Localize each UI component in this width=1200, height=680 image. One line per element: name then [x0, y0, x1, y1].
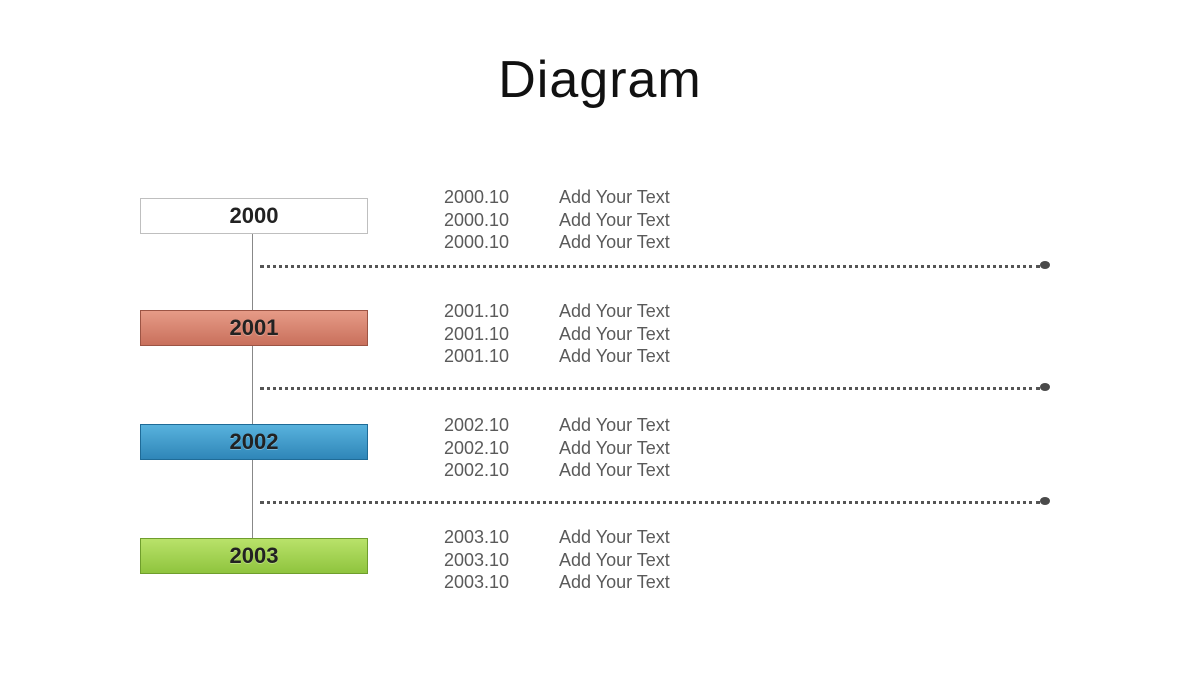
detail-row: 2002.10 Add Your Text [444, 459, 670, 482]
detail-row: 2000.10 Add Your Text [444, 209, 670, 232]
year-shadow [154, 234, 354, 244]
year-shadow [154, 460, 354, 470]
detail-row: 2000.10 Add Your Text [444, 186, 670, 209]
detail-text: Add Your Text [559, 437, 670, 460]
detail-date: 2002.10 [444, 437, 554, 460]
detail-text: Add Your Text [559, 345, 670, 368]
divider-endpoint-icon [1040, 383, 1050, 391]
detail-date: 2001.10 [444, 323, 554, 346]
divider-endpoint-icon [1040, 497, 1050, 505]
detail-text: Add Your Text [559, 300, 670, 323]
detail-text: Add Your Text [559, 209, 670, 232]
detail-text: Add Your Text [559, 323, 670, 346]
detail-text: Add Your Text [559, 571, 670, 594]
detail-row: 2001.10 Add Your Text [444, 300, 670, 323]
detail-row: 2003.10 Add Your Text [444, 526, 670, 549]
detail-block-2003: 2003.10 Add Your Text 2003.10 Add Your T… [444, 526, 670, 594]
detail-date: 2001.10 [444, 345, 554, 368]
page-title: Diagram [0, 50, 1200, 110]
detail-date: 2003.10 [444, 526, 554, 549]
detail-date: 2000.10 [444, 231, 554, 254]
year-label: 2001 [140, 310, 368, 346]
detail-row: 2000.10 Add Your Text [444, 231, 670, 254]
detail-row: 2003.10 Add Your Text [444, 549, 670, 572]
divider [260, 387, 1040, 390]
year-box-2003: 2003 [140, 538, 368, 580]
detail-block-2002: 2002.10 Add Your Text 2002.10 Add Your T… [444, 414, 670, 482]
detail-date: 2002.10 [444, 414, 554, 437]
detail-text: Add Your Text [559, 459, 670, 482]
detail-text: Add Your Text [559, 231, 670, 254]
detail-text: Add Your Text [559, 186, 670, 209]
timeline-axis [252, 200, 253, 570]
detail-text: Add Your Text [559, 549, 670, 572]
detail-text: Add Your Text [559, 414, 670, 437]
detail-date: 2000.10 [444, 186, 554, 209]
detail-date: 2003.10 [444, 571, 554, 594]
detail-date: 2003.10 [444, 549, 554, 572]
year-box-2001: 2001 [140, 310, 368, 352]
year-label: 2002 [140, 424, 368, 460]
detail-row: 2001.10 Add Your Text [444, 345, 670, 368]
year-shadow [154, 346, 354, 356]
detail-block-2001: 2001.10 Add Your Text 2001.10 Add Your T… [444, 300, 670, 368]
year-shadow [154, 574, 354, 584]
year-label: 2000 [140, 198, 368, 234]
detail-row: 2002.10 Add Your Text [444, 414, 670, 437]
detail-date: 2002.10 [444, 459, 554, 482]
divider [260, 265, 1040, 268]
detail-row: 2001.10 Add Your Text [444, 323, 670, 346]
detail-block-2000: 2000.10 Add Your Text 2000.10 Add Your T… [444, 186, 670, 254]
divider [260, 501, 1040, 504]
detail-row: 2003.10 Add Your Text [444, 571, 670, 594]
divider-endpoint-icon [1040, 261, 1050, 269]
diagram-canvas: Diagram 2000 2000.10 Add Your Text 2000.… [0, 0, 1200, 680]
detail-date: 2000.10 [444, 209, 554, 232]
year-box-2002: 2002 [140, 424, 368, 466]
detail-date: 2001.10 [444, 300, 554, 323]
detail-row: 2002.10 Add Your Text [444, 437, 670, 460]
detail-text: Add Your Text [559, 526, 670, 549]
year-label: 2003 [140, 538, 368, 574]
year-box-2000: 2000 [140, 198, 368, 240]
